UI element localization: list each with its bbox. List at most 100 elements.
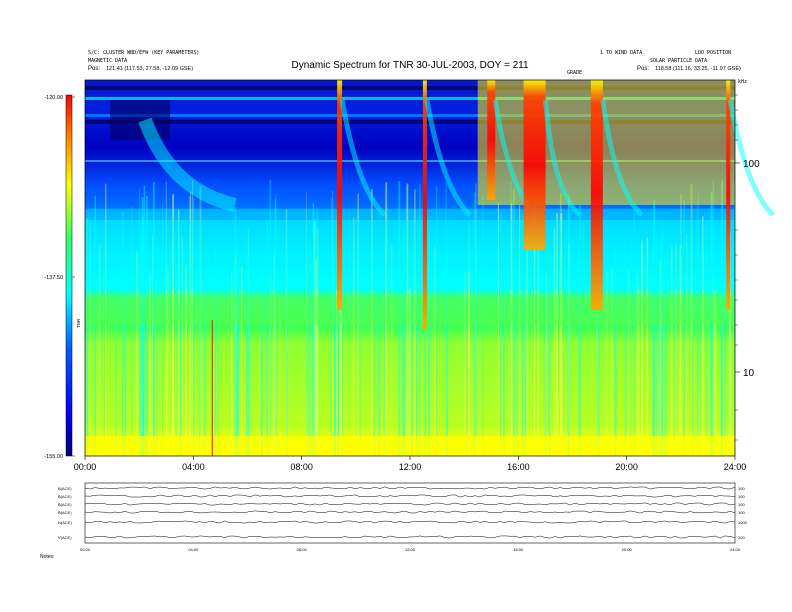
- spectrum-streak: [237, 260, 240, 456]
- spectrum-streak: [285, 209, 288, 456]
- burst-drift-tail: [727, 99, 775, 217]
- header-right-line1: 1 TO WIND DATA: [600, 50, 642, 56]
- solar-wind-row-label: B(ACE): [58, 510, 72, 515]
- spectrum-streak: [416, 298, 418, 456]
- solar-wind-row-scale: 100: [738, 535, 745, 540]
- spectrum-streak: [185, 264, 187, 456]
- spectrum-streak: [146, 196, 148, 457]
- solar-wind-frame: [84, 482, 736, 544]
- spectrum-streak: [526, 212, 528, 456]
- x-tick-label: 24:00: [724, 462, 747, 472]
- spectrum-streak: [234, 255, 237, 456]
- spectrum-streak: [636, 270, 639, 456]
- spectrum-streak: [637, 286, 640, 456]
- spectrum-streak: [660, 229, 663, 456]
- solar-wind-x-label: 20:00: [622, 547, 633, 552]
- spectrum-band: [85, 86, 735, 90]
- spectrum-streak: [166, 275, 168, 456]
- solar-wind-row-label: B(ACE): [58, 494, 72, 499]
- spectrum-streak: [537, 222, 540, 456]
- spectrum-streak: [503, 292, 505, 456]
- solar-wind-row-label: V(ACE): [58, 535, 72, 540]
- spectrum-streak: [274, 294, 276, 456]
- spectrum-streak: [269, 273, 271, 456]
- colorbar-ticks: -120.00 -137.50 -155.00: [44, 95, 75, 460]
- spectrum-streak: [545, 295, 548, 456]
- spectrum-streak: [308, 249, 311, 456]
- burst-drift-tail: [339, 99, 387, 217]
- spectrum-streak: [334, 275, 337, 456]
- spectrum-streak: [692, 271, 694, 456]
- header-right-line2: SOLAR PARTICLE DATA: [650, 58, 707, 64]
- spectrum-streak: [246, 237, 248, 456]
- x-tick-label: 20:00: [615, 462, 638, 472]
- spectrum-streak: [724, 211, 727, 456]
- header-right-pos-label: Pos:: [637, 66, 649, 72]
- solar-wind-x-label: 00:00: [80, 547, 91, 552]
- spectrum-streak: [545, 272, 548, 456]
- spectrum-streak: [556, 212, 558, 456]
- spectrum-streak: [204, 280, 206, 456]
- spectrum-streak: [659, 236, 662, 456]
- spectrum-streak: [729, 231, 731, 456]
- radio-burst: [726, 80, 731, 310]
- spectrum-streak: [553, 227, 556, 456]
- spectrum-streak: [234, 207, 237, 456]
- spectrum-streak: [236, 268, 239, 456]
- spectrum-streak: [466, 259, 468, 456]
- header-right-line1b: LDO POSITION: [695, 50, 731, 56]
- radio-burst: [487, 80, 496, 200]
- spectrum-streak: [135, 252, 138, 456]
- x-tick-label: 08:00: [290, 462, 313, 472]
- burst-drift-tail: [600, 99, 644, 217]
- spectrum-streak: [142, 216, 144, 456]
- spectrum-streak: [131, 206, 133, 456]
- spectrum-streak: [567, 269, 569, 456]
- spectrum-streak: [666, 248, 668, 456]
- spectrum-streak: [180, 219, 182, 456]
- spectrum-streak: [578, 258, 580, 456]
- spectrum-streak: [359, 254, 361, 456]
- colorbar: [65, 94, 73, 457]
- spectrum-streak: [598, 264, 601, 456]
- radio-bursts: [211, 80, 775, 456]
- spectrum-streak: [624, 240, 627, 456]
- colorbar-label: TNR: [76, 318, 81, 328]
- solar-wind-x-label: 24:00: [730, 547, 741, 552]
- spectrum-streak: [391, 244, 393, 456]
- solar-wind-row-label: B(ACE): [58, 502, 72, 507]
- spectrum-streak: [179, 296, 182, 456]
- spectrum-drift-feature: [138, 117, 237, 212]
- chart-title: Dynamic Spectrum for TNR 30-JUL-2003, DO…: [291, 60, 528, 71]
- spectrum-streak: [425, 296, 426, 456]
- spectrum-streak: [633, 213, 635, 456]
- burst-drift-tail: [424, 99, 472, 217]
- radio-burst: [523, 80, 546, 250]
- spectrum-streak: [315, 258, 318, 456]
- spectrum-streak: [401, 235, 404, 456]
- spectrum-streak: [162, 202, 163, 456]
- spectrum-streak: [246, 257, 249, 456]
- spectrum-streak: [482, 194, 484, 456]
- khz-label: kHz: [738, 79, 747, 85]
- spectrum-streak: [247, 228, 250, 456]
- x-tick-label: 00:00: [74, 462, 97, 472]
- spectrum-streak: [384, 283, 386, 456]
- spectrum-streak: [714, 291, 717, 456]
- spectrum-streak: [261, 295, 263, 456]
- spectrum-streak: [234, 279, 236, 456]
- spectrum-streak: [679, 245, 682, 456]
- solar-wind-row-label: B(ACE): [58, 486, 72, 491]
- solar-wind-trace: [84, 494, 736, 498]
- solar-wind-x-label: 08:00: [297, 547, 308, 552]
- burst-marker-label: GRADE: [567, 70, 582, 76]
- spectrum-streak: [193, 197, 195, 456]
- spectrum-streak: [446, 248, 448, 456]
- spectrum-streak: [402, 229, 405, 456]
- header-left-line1: S/C: CLUSTER WBD/EFW (KEY PARAMETERS): [88, 50, 199, 56]
- spectrum-streak: [248, 273, 250, 456]
- spectrum-streak: [124, 268, 126, 456]
- spectrum-streak: [641, 243, 643, 456]
- spectrum-streak: [339, 270, 341, 456]
